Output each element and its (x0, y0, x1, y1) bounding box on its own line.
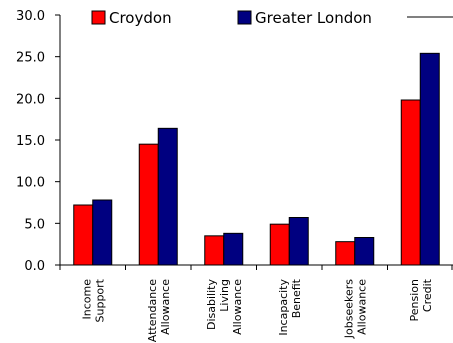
x-category-label: DisabilityLivingAllowance (205, 279, 244, 335)
bar-croydon (73, 204, 94, 266)
bar-greater-london (288, 217, 309, 266)
x-category-label-line: Living (218, 279, 231, 312)
bar-croydon (335, 241, 356, 266)
bar-greater-london (419, 52, 440, 266)
y-tick-label: 20.0 (16, 92, 45, 107)
legend-label: Croydon (109, 9, 172, 27)
x-category-label-line: Incapacity (277, 279, 290, 336)
x-category-label-line: Support (93, 278, 106, 322)
x-category-label: IncapacityBenefit (277, 278, 303, 335)
x-category-label-line: Allowance (159, 279, 172, 335)
x-category-label-line: Jobseekers (342, 279, 355, 339)
legend-swatch-greater-london (237, 10, 252, 25)
bars (73, 52, 440, 266)
x-category-label-line: Credit (421, 278, 434, 312)
bar-greater-london (354, 237, 375, 266)
x-category-label: IncomeSupport (80, 278, 106, 322)
bar-greater-london (157, 127, 178, 266)
legend: Croydon Greater London (91, 9, 453, 27)
bar-croydon (204, 235, 225, 266)
bar-croydon (400, 99, 421, 266)
legend-swatch-croydon (91, 10, 106, 25)
bar-croydon (138, 143, 159, 266)
y-axis: 0.0 5.0 10.0 15.0 20.0 25.0 30.0 (16, 9, 61, 274)
y-tick-label: 30.0 (16, 9, 45, 24)
x-category-label-line: Attendance (146, 279, 159, 342)
y-tick-label: 25.0 (16, 51, 45, 66)
y-tick-label: 15.0 (16, 134, 45, 149)
x-category-label: PensionCredit (408, 278, 434, 321)
bar-greater-london (92, 199, 113, 266)
bar-croydon (269, 223, 290, 266)
x-category-label-line: Income (80, 279, 93, 320)
bar-greater-london (223, 232, 244, 266)
x-category-label-line: Allowance (355, 279, 368, 335)
y-tick-label: 5.0 (24, 217, 45, 232)
legend-label: Greater London (255, 9, 372, 27)
x-category-label-line: Benefit (290, 278, 303, 318)
y-tick-label: 10.0 (16, 176, 45, 191)
x-category-label-line: Pension (408, 279, 421, 321)
x-category-label: AttendanceAllowance (146, 279, 172, 342)
x-axis: IncomeSupport AttendanceAllowance Disabili… (59, 264, 453, 342)
x-category-label: JobseekersAllowance (342, 279, 368, 339)
y-tick-label: 0.0 (24, 259, 45, 274)
x-category-label-line: Disability (205, 279, 218, 330)
x-category-label-line: Allowance (231, 279, 244, 335)
